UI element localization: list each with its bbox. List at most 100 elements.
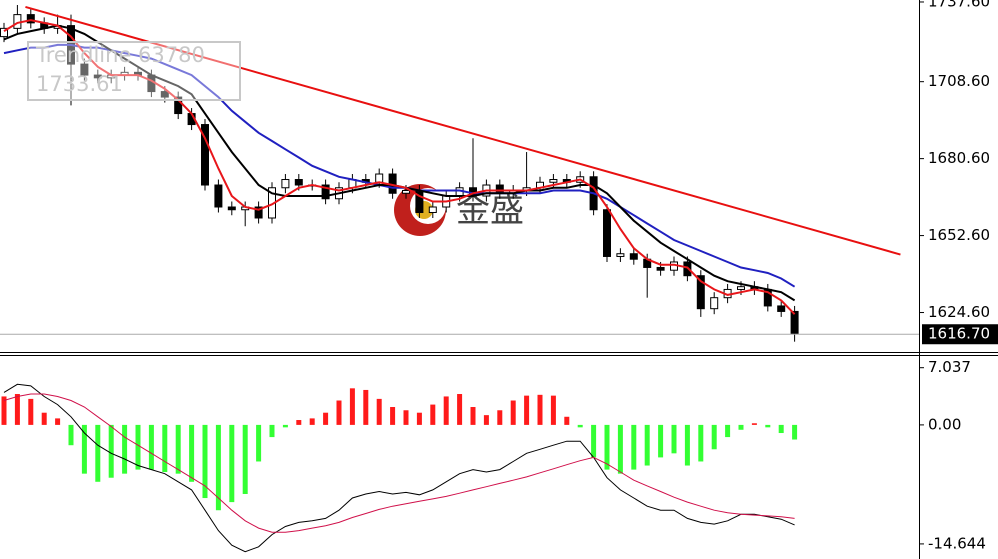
- macd-bar: [537, 394, 543, 425]
- macd-bar: [1, 396, 7, 425]
- y-tick-label: 1652.60: [928, 226, 990, 244]
- macd-bar: [497, 410, 503, 425]
- macd-bar: [792, 424, 798, 440]
- candle-body: [616, 253, 625, 257]
- macd-bar: [403, 410, 409, 425]
- macd-bar: [483, 415, 489, 425]
- indicator-line: [3, 19, 796, 315]
- trendline: [25, 5, 901, 256]
- candle-body: [737, 286, 745, 290]
- trendline-name: Trendline 63780: [35, 43, 205, 67]
- macd-bar: [711, 424, 717, 450]
- candle-body: [281, 179, 290, 189]
- macd-bar: [765, 424, 771, 428]
- candle-body: [321, 184, 330, 200]
- macd-bar: [470, 407, 476, 425]
- macd-bar: [725, 424, 731, 438]
- candle-body: [428, 206, 437, 213]
- indicator-line: [3, 43, 796, 288]
- trendline-label-box: [27, 41, 241, 101]
- y-tick-label: 1624.60: [928, 303, 990, 321]
- macd-bar: [148, 424, 154, 470]
- macd-bar: [256, 424, 262, 462]
- macd-bar: [189, 424, 195, 482]
- macd-bar: [122, 424, 128, 474]
- macd-bar: [68, 424, 74, 446]
- macd-bar: [550, 395, 556, 425]
- candle-body: [93, 74, 102, 79]
- macd-bar: [349, 388, 355, 425]
- macd-bar: [778, 424, 784, 434]
- macd-bar: [617, 424, 623, 474]
- candle-body: [0, 27, 8, 38]
- candle-body: [656, 266, 665, 271]
- macd-bar: [14, 394, 20, 425]
- macd-bar: [55, 418, 61, 425]
- candle-body: [294, 179, 303, 186]
- macd-bar: [751, 423, 757, 425]
- candle-body: [375, 173, 384, 183]
- macd-bar: [108, 424, 114, 478]
- macd-bar: [363, 389, 369, 425]
- indicator-line: [3, 393, 795, 533]
- candle-body: [549, 179, 558, 183]
- macd-bar: [296, 420, 302, 425]
- macd-bar: [390, 407, 396, 425]
- macd-bar: [738, 424, 744, 430]
- macd-bar: [510, 400, 516, 425]
- macd-bar: [604, 424, 610, 470]
- candle-body: [790, 310, 799, 334]
- macd-bar: [229, 424, 235, 503]
- candle-body: [201, 124, 209, 186]
- y-tick-label: -14.644: [928, 534, 986, 552]
- macd-bar: [564, 416, 570, 425]
- macd-bar: [524, 395, 530, 425]
- macd-bar: [95, 424, 101, 482]
- candle-body: [710, 297, 719, 310]
- macd-bar: [376, 398, 382, 425]
- macd-bar: [269, 424, 275, 438]
- macd-bar: [591, 424, 597, 458]
- macd-bar: [202, 424, 208, 499]
- y-tick-label: 7.037: [928, 358, 971, 376]
- candle-body: [174, 96, 183, 115]
- macd-bar: [577, 424, 583, 428]
- candle-body: [603, 209, 611, 257]
- macd-bar: [282, 424, 288, 428]
- candle-body: [26, 14, 35, 24]
- macd-bar: [631, 424, 637, 470]
- y-tick-label: 1680.60: [928, 149, 990, 167]
- candle-body: [160, 91, 169, 98]
- watermark-text: 金盛: [456, 191, 524, 231]
- candle-body: [696, 275, 705, 310]
- macd-bar: [698, 424, 704, 462]
- macd-bar: [416, 412, 422, 425]
- candle-body: [629, 253, 638, 260]
- candle-body: [214, 184, 223, 208]
- candle-body: [402, 190, 410, 194]
- macd-bar: [309, 418, 315, 425]
- y-tick-label: 1737.60: [928, 0, 990, 10]
- candle-body: [495, 184, 504, 194]
- macd-bar: [658, 424, 664, 458]
- y-tick-label: 0.00: [928, 415, 961, 433]
- macd-bar: [162, 424, 168, 473]
- macd-bar: [443, 396, 449, 425]
- macd-bar: [336, 400, 342, 425]
- macd-bar: [28, 398, 34, 425]
- macd-bar: [41, 412, 47, 425]
- y-tick-label: 1708.60: [928, 72, 990, 90]
- trendline-label: 1733.61: [36, 72, 123, 96]
- last-price-label: 1616.70: [928, 325, 990, 343]
- macd-bar: [242, 424, 248, 494]
- macd-bar: [644, 424, 650, 466]
- candle-body: [227, 206, 236, 211]
- candle-body: [777, 305, 786, 312]
- macd-bar: [135, 424, 141, 470]
- macd-bar: [323, 412, 329, 425]
- macd-bar: [684, 424, 690, 466]
- indicator-line: [3, 383, 795, 553]
- macd-bar: [81, 424, 87, 474]
- candle-body: [80, 63, 89, 76]
